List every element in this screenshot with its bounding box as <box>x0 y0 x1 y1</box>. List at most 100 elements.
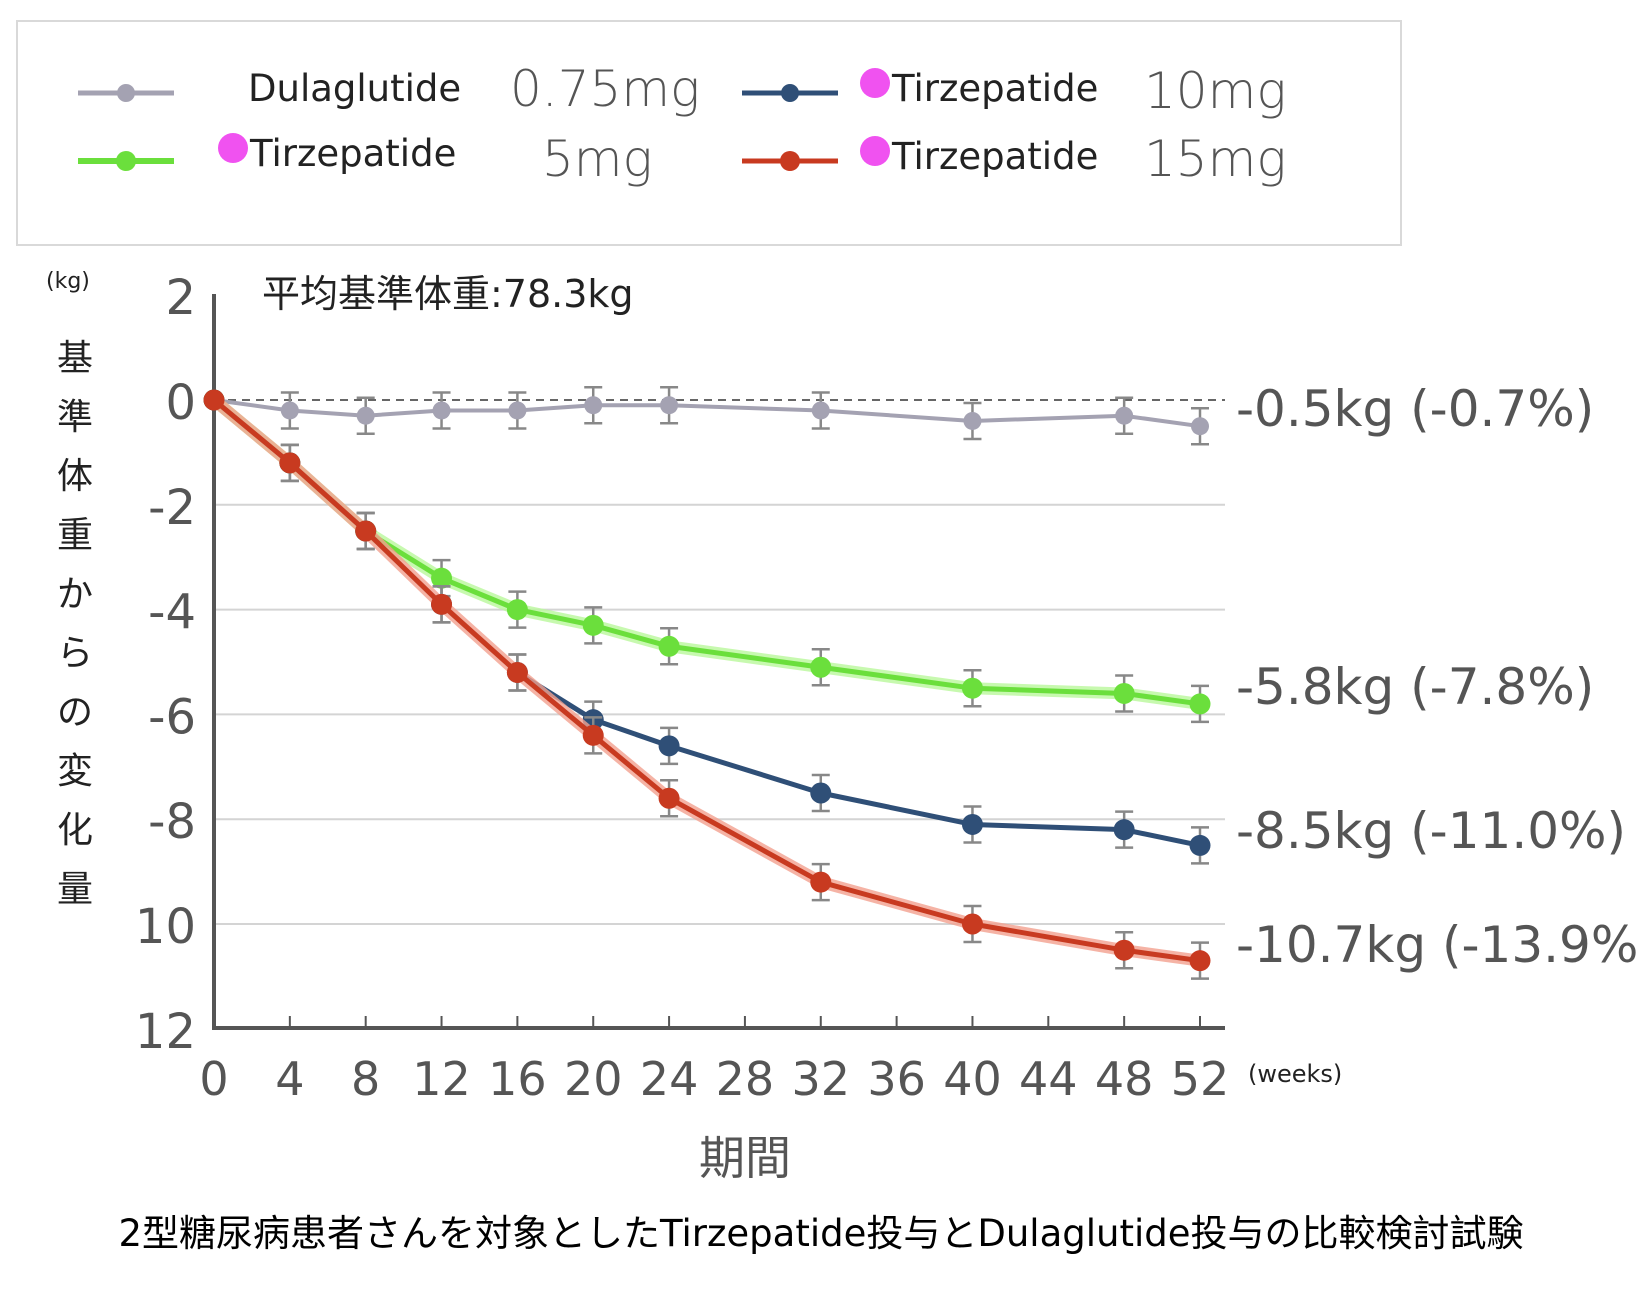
series-glow <box>210 395 1201 710</box>
y-tick-label: -4 <box>148 585 196 641</box>
x-axis-title: 期間 <box>699 1131 791 1185</box>
legend-marker-dot <box>860 135 890 166</box>
y-title-char: 量 <box>57 869 93 910</box>
data-point <box>810 871 832 893</box>
end-label: -8.5kg (-11.0%) <box>1236 802 1626 860</box>
legend-dose-dulaglutide: 0.75mg <box>510 60 701 118</box>
caption: 2型糖尿病患者さんを対象としたTirzepatide投与とDulaglutide… <box>118 1212 1524 1255</box>
x-tick-label: 20 <box>564 1052 623 1106</box>
data-point <box>1113 939 1135 961</box>
data-point <box>961 677 983 699</box>
data-point <box>279 452 301 474</box>
data-point <box>432 401 451 420</box>
legend-label-tirzepatide-5mg: Tirzepatide <box>218 132 456 175</box>
x-unit-label: (weeks) <box>1248 1060 1342 1088</box>
data-point <box>961 913 983 935</box>
data-point <box>658 787 680 809</box>
legend-label-tirzepatide-10mg: Tirzepatide <box>860 67 1098 110</box>
x-tick-label: 44 <box>1019 1052 1078 1106</box>
line-chart: 0 4 8 12 16 20 24 28 32 36 40 44 48 52 20-2-4-6-81012… <box>46 269 1642 1106</box>
data-point <box>1113 682 1135 704</box>
axes <box>212 294 1225 1030</box>
y-tick-label: -2 <box>148 480 196 536</box>
series-line <box>212 398 1201 964</box>
legend-swatch-tirzepatide-5mg <box>78 151 174 171</box>
x-tick-label: 52 <box>1171 1052 1230 1106</box>
legend-dose-tirzepatide-15mg: 15mg <box>1144 130 1287 188</box>
data-point <box>356 406 375 425</box>
y-title-char: の <box>57 692 93 733</box>
legend-dose-tirzepatide-10mg: 10mg <box>1144 62 1287 120</box>
legend-marker-dot <box>218 132 248 163</box>
x-tick-label: 16 <box>488 1052 547 1106</box>
x-tick-label: 36 <box>867 1052 926 1106</box>
y-title-char: 変 <box>57 751 93 792</box>
legend-label-dulaglutide: Dulaglutide <box>248 67 462 110</box>
data-point <box>1115 406 1134 425</box>
series-tirzepatide-15mg <box>203 389 1211 980</box>
data-point <box>658 635 680 657</box>
y-title-char: か <box>57 574 93 615</box>
legend-swatch-tirzepatide-10mg <box>742 84 838 102</box>
data-point <box>1189 834 1211 856</box>
end-labels: -0.5kg (-0.7%) -5.8kg (-7.8%) -8.5kg (-11.… <box>1236 380 1642 974</box>
y-title-char: 基 <box>57 338 93 379</box>
data-point <box>1191 417 1209 436</box>
data-point <box>431 567 453 589</box>
gridlines <box>214 503 1225 925</box>
x-tick-label: 4 <box>275 1052 304 1106</box>
data-point <box>961 813 983 835</box>
data-point <box>506 599 528 621</box>
series-group <box>203 385 1211 980</box>
y-tick-label: 12 <box>135 1004 196 1060</box>
data-point <box>508 401 527 420</box>
data-point <box>431 593 453 615</box>
data-point <box>1189 950 1211 972</box>
data-point <box>660 396 679 415</box>
series-line <box>212 398 1201 707</box>
y-title-char: 重 <box>57 515 93 556</box>
y-unit-label: (kg) <box>46 269 90 294</box>
chart-title: 平均基準体重:78.3kg <box>262 272 634 316</box>
data-point <box>506 661 528 683</box>
data-point <box>963 411 982 430</box>
data-point <box>1189 693 1211 715</box>
data-point <box>658 735 680 757</box>
y-ticks: 2 0 -2 -4 -6 -8 10 12 <box>135 270 196 1060</box>
y-tick-label: 2 <box>165 270 196 326</box>
y-title-char: 体 <box>57 456 93 497</box>
data-point <box>1113 819 1135 841</box>
data-point <box>203 389 225 411</box>
legend-dose-tirzepatide-5mg: 5mg <box>542 130 653 188</box>
x-ticks: 0 4 8 12 16 20 24 28 32 36 40 44 48 52 <box>199 1016 1229 1106</box>
x-tick-label: 24 <box>640 1052 699 1106</box>
data-point <box>355 520 377 542</box>
series-tirzepatide-10mg <box>203 389 1211 865</box>
y-title-char: 化 <box>57 810 93 851</box>
data-point <box>280 401 299 420</box>
series-glow <box>210 395 1201 967</box>
series-dulaglutide-0-75mg <box>205 385 1209 446</box>
y-tick-label: -8 <box>148 794 196 850</box>
data-point <box>811 401 830 420</box>
x-tick-label: 0 <box>199 1052 228 1106</box>
series-line <box>212 398 1201 848</box>
x-tick-label: 8 <box>351 1052 380 1106</box>
end-label: -0.5kg (-0.7%) <box>1236 380 1594 438</box>
legend: Dulaglutide 0.75mg Tirzepatide 10mg Tirz… <box>16 20 1402 246</box>
legend-swatch-dulaglutide <box>78 84 174 102</box>
y-tick-label: 10 <box>135 899 196 955</box>
x-tick-label: 40 <box>943 1052 1002 1106</box>
end-label: -5.8kg (-7.8%) <box>1236 658 1594 716</box>
series-tirzepatide-5mg <box>203 389 1211 724</box>
y-tick-label: 0 <box>165 375 196 431</box>
data-point <box>582 724 604 746</box>
end-label: -10.7kg (-13.9%) <box>1236 916 1642 974</box>
legend-marker-dot <box>860 67 890 98</box>
x-tick-label: 12 <box>412 1052 471 1106</box>
y-title-char: ら <box>57 633 93 674</box>
data-point <box>584 396 603 415</box>
x-tick-label: 28 <box>716 1052 775 1106</box>
y-title-char: 準 <box>57 397 93 438</box>
